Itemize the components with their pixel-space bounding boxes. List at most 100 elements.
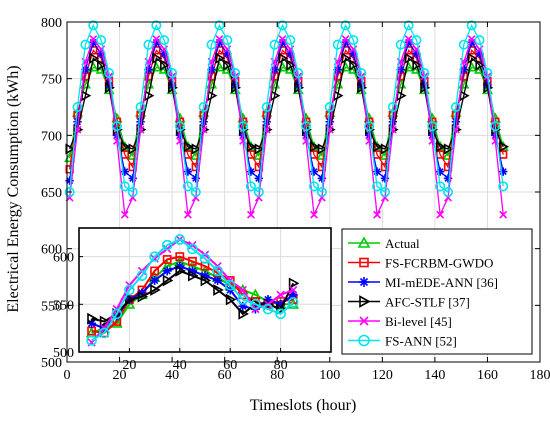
inset-data-point bbox=[162, 266, 172, 276]
y-tick-label: 600 bbox=[41, 243, 62, 258]
data-point bbox=[127, 187, 138, 198]
data-point bbox=[475, 59, 486, 71]
data-point bbox=[89, 35, 98, 43]
inset-y-tick-label: 600 bbox=[53, 251, 74, 266]
data-point bbox=[324, 102, 335, 113]
data-point bbox=[332, 39, 343, 50]
legend-item: Actual bbox=[348, 236, 420, 251]
data-point bbox=[419, 68, 430, 79]
data-point bbox=[372, 141, 383, 153]
data-point bbox=[88, 20, 99, 31]
inset-data-point bbox=[136, 270, 148, 281]
data-point bbox=[443, 143, 454, 155]
data-point bbox=[183, 210, 192, 219]
data-point bbox=[159, 35, 170, 46]
data-point bbox=[317, 143, 328, 155]
x-tick-label: 80 bbox=[270, 368, 284, 383]
x-tick-label: 160 bbox=[477, 368, 498, 383]
data-point bbox=[183, 141, 194, 153]
data-point bbox=[64, 187, 75, 198]
data-point bbox=[483, 82, 494, 94]
data-point bbox=[403, 20, 414, 31]
data-point bbox=[436, 210, 445, 219]
data-point bbox=[373, 210, 382, 219]
data-point bbox=[310, 210, 318, 219]
data-point bbox=[427, 121, 438, 132]
data-point bbox=[341, 52, 352, 64]
x-axis-label: Timeslots (hour) bbox=[250, 397, 357, 414]
data-point bbox=[404, 35, 413, 43]
data-point bbox=[135, 102, 146, 113]
inset-x-tick-label: 40 bbox=[173, 358, 187, 373]
legend-marker bbox=[359, 295, 371, 308]
data-point bbox=[246, 141, 257, 153]
data-point bbox=[372, 181, 383, 192]
x-tick-label: 140 bbox=[424, 368, 445, 383]
legend-label: MI-mEDE-ANN [36] bbox=[385, 275, 498, 290]
data-point bbox=[128, 143, 139, 155]
data-point bbox=[467, 52, 478, 64]
data-point bbox=[316, 187, 327, 198]
inset-data-point bbox=[250, 299, 261, 310]
data-point bbox=[482, 68, 493, 79]
inset-data-point bbox=[161, 239, 173, 251]
inset-data-point bbox=[263, 298, 275, 311]
data-point bbox=[72, 102, 83, 113]
x-tick-label: 0 bbox=[64, 368, 71, 383]
inset-data-point bbox=[276, 290, 285, 299]
legend-marker bbox=[357, 236, 371, 248]
data-point bbox=[160, 59, 171, 71]
legend-item: Bi-level [45] bbox=[348, 314, 452, 329]
inset-data-point bbox=[137, 290, 149, 303]
data-point bbox=[379, 187, 390, 198]
legend-label: AFC-STLF [37] bbox=[385, 295, 470, 310]
data-point bbox=[278, 52, 289, 64]
data-point bbox=[277, 20, 288, 31]
data-point bbox=[120, 210, 129, 219]
data-point bbox=[412, 59, 423, 71]
inset-data-point bbox=[99, 315, 111, 328]
legend-label: FS-ANN [52] bbox=[385, 334, 457, 349]
inset-data-point bbox=[86, 335, 97, 346]
data-point bbox=[348, 35, 359, 46]
inset-plot: 20 40 60 80 500 550 600 bbox=[53, 227, 332, 373]
data-point bbox=[191, 143, 202, 155]
data-point bbox=[435, 141, 446, 153]
data-point bbox=[349, 59, 360, 71]
data-point bbox=[269, 39, 280, 50]
y-tick-label: 500 bbox=[41, 356, 62, 371]
data-point bbox=[214, 20, 225, 31]
inset-data-point bbox=[224, 279, 236, 291]
data-point bbox=[230, 68, 241, 79]
inset-data-point bbox=[175, 252, 185, 262]
data-point bbox=[293, 68, 304, 79]
x-tick-label: 20 bbox=[113, 368, 127, 383]
inset-data-point bbox=[275, 308, 286, 320]
y-tick-label: 750 bbox=[41, 73, 62, 88]
x-tick-label: 100 bbox=[319, 368, 340, 383]
legend-item: AFC-STLF [37] bbox=[348, 295, 470, 310]
data-point bbox=[286, 59, 297, 71]
inset-data-point bbox=[225, 293, 237, 306]
data-point bbox=[104, 68, 115, 79]
series-5 bbox=[64, 20, 509, 198]
data-point bbox=[294, 82, 305, 94]
inset-data-point bbox=[212, 265, 223, 277]
data-point bbox=[119, 181, 130, 192]
legend-label: Actual bbox=[385, 236, 420, 251]
x-tick-label: 60 bbox=[218, 368, 232, 383]
inset-data-point bbox=[98, 327, 110, 339]
legend-box bbox=[341, 228, 533, 355]
data-point bbox=[499, 141, 510, 153]
inset-data-point bbox=[238, 285, 247, 295]
data-point bbox=[395, 39, 406, 50]
legend-marker bbox=[359, 257, 369, 268]
inset-data-point bbox=[162, 274, 174, 287]
data-point bbox=[223, 59, 234, 71]
legend-label: FS-FCRBM-GWDO bbox=[385, 256, 493, 271]
data-point bbox=[120, 141, 131, 153]
data-point bbox=[253, 187, 264, 198]
data-point bbox=[198, 102, 209, 113]
legend-label: Bi-level [45] bbox=[385, 314, 452, 329]
inset-data-point bbox=[162, 255, 172, 264]
